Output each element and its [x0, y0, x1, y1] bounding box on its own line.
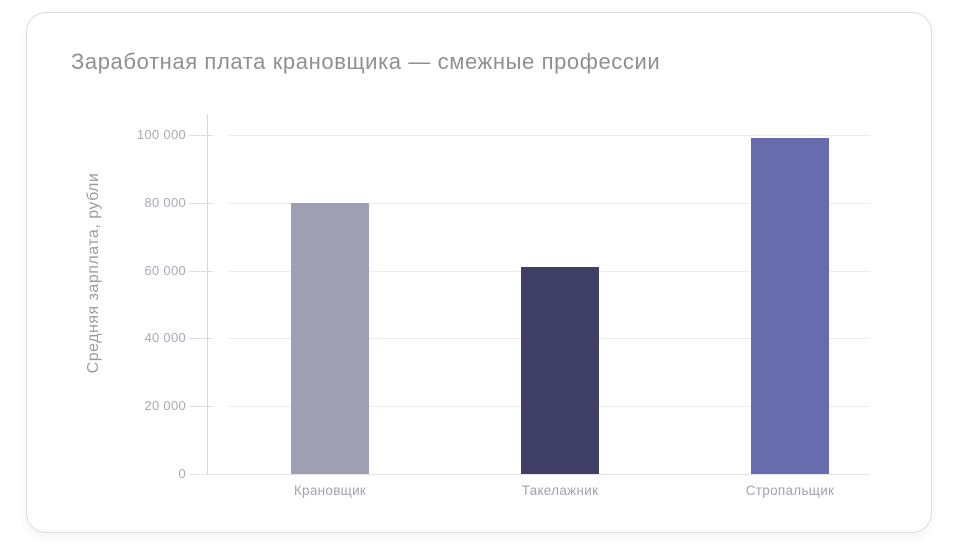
y-axis-tick-label: 100 000 [136, 127, 186, 142]
y-axis-tick [189, 338, 213, 340]
y-axis-tick-label: 0 [178, 466, 186, 481]
gridline [228, 202, 870, 204]
x-axis-baseline [189, 474, 870, 475]
y-axis-line [207, 114, 208, 475]
y-axis-tick-label: 60 000 [144, 262, 186, 278]
chart-title: Заработная плата крановщика — смежные пр… [71, 49, 661, 74]
bar-2 [521, 267, 599, 474]
x-axis-category-label: Крановщик [293, 483, 367, 498]
x-axis-category-label: Такелажник [521, 483, 599, 498]
bar-3 [751, 138, 829, 474]
bar-chart-plot: 0 20 000 40 000 60 000 80 000 100 000 Крановщи… [27, 13, 931, 532]
y-axis-tick-label: 40 000 [144, 330, 186, 346]
gridline [228, 135, 870, 136]
y-axis-tick [189, 135, 213, 136]
bar-1 [291, 202, 369, 474]
chart-card: Заработная плата крановщика — смежные пр… [26, 12, 932, 533]
y-axis-tick [189, 270, 213, 272]
y-axis-tick [189, 406, 213, 408]
y-axis-tick-label: 20 000 [144, 398, 186, 414]
x-axis-category-label: Стропальщик [745, 483, 835, 498]
y-axis-tick-label: 80 000 [144, 194, 186, 210]
y-axis-tick [189, 202, 213, 204]
